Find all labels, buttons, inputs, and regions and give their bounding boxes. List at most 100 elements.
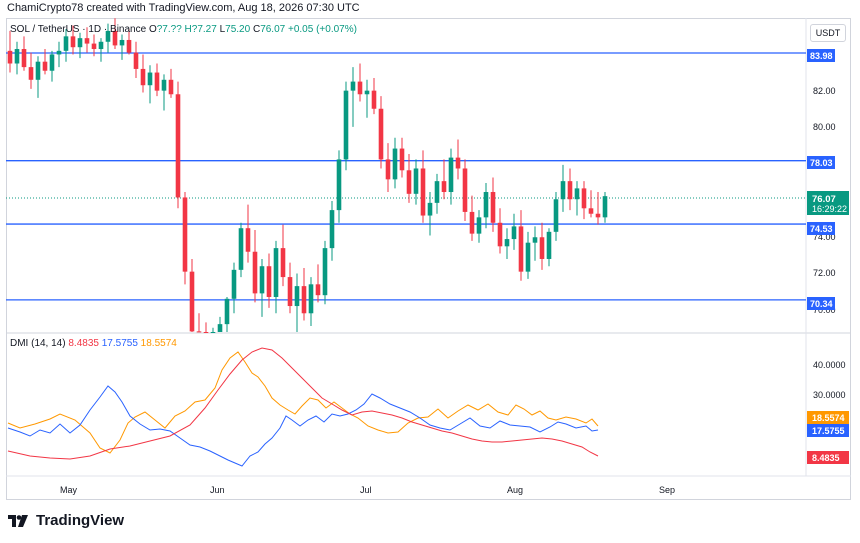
dmi-adx-badge-label: 8.4835 xyxy=(812,453,840,463)
candle-down xyxy=(455,157,461,169)
currency-button[interactable]: USDT xyxy=(810,24,846,42)
candle-up xyxy=(77,38,83,48)
candle-down xyxy=(469,211,475,234)
candle-down xyxy=(581,188,587,209)
candle-up xyxy=(147,72,153,86)
ohlc-change: +0.05 (+0.07%) xyxy=(288,24,357,35)
candle-up xyxy=(602,196,608,218)
candle-up xyxy=(413,168,419,194)
candle-down xyxy=(490,192,496,223)
dmi-adx-value: 8.4835 xyxy=(68,338,99,349)
candle-down xyxy=(112,30,118,46)
candle-up xyxy=(532,237,538,243)
candle-down xyxy=(42,61,48,71)
level-badge-label: 74.53 xyxy=(810,224,833,234)
candle-down xyxy=(378,108,384,160)
candle-up xyxy=(511,226,517,240)
candle-up xyxy=(427,202,433,216)
candle-down xyxy=(357,81,363,95)
dmi-axis: 40.0000 30.0000 xyxy=(813,360,846,400)
candlestick-series xyxy=(7,18,608,333)
last-price-badge xyxy=(807,191,849,215)
dmi-plus-di-value: 17.5755 xyxy=(101,338,138,349)
candle-up xyxy=(434,181,440,203)
dmi-minus-di-line xyxy=(7,351,599,454)
time-tick: Sep xyxy=(659,485,675,495)
last-price-value: 76.07 xyxy=(812,194,836,205)
watermark-header: ChamiCrypto78 created with TradingView.c… xyxy=(7,2,360,14)
candle-down xyxy=(245,228,251,252)
level-badges: 83.98 78.03 74.53 70.34 xyxy=(807,49,835,310)
chart-frame[interactable] xyxy=(6,18,851,500)
tradingview-logo[interactable]: TradingView xyxy=(8,512,124,529)
ohlc-partial-values: ?7.?? H?7.27 xyxy=(156,24,217,35)
tradingview-logo-icon xyxy=(8,514,28,527)
dmi-title: DMI (14, 14) xyxy=(10,338,66,349)
dmi-legend[interactable]: DMI (14, 14) 8.4835 17.5755 18.5574 xyxy=(10,338,177,349)
candle-up xyxy=(119,39,125,46)
symbol-legend[interactable]: SOL / TetherUS · 1D · Binance O?7.?? H?7… xyxy=(10,24,357,35)
candle-up xyxy=(483,192,489,218)
candle-up xyxy=(308,284,314,314)
price-tick: 82.00 xyxy=(813,86,836,96)
candle-up xyxy=(259,266,265,294)
candle-up xyxy=(364,90,370,95)
candle-down xyxy=(399,148,405,171)
candle-down xyxy=(420,168,426,216)
candle-down xyxy=(21,49,27,68)
candle-up xyxy=(56,50,62,55)
candle-down xyxy=(140,68,146,86)
dmi-adx-badge xyxy=(807,451,849,464)
candle-up xyxy=(273,248,279,297)
candle-down xyxy=(133,52,139,69)
candle-down xyxy=(567,181,573,200)
dmi-minus-di-value: 18.5574 xyxy=(140,338,177,349)
candle-up xyxy=(224,298,230,325)
candle-down xyxy=(252,251,258,294)
dmi-lines xyxy=(7,347,599,467)
dmi-minus-di-badge xyxy=(807,411,849,424)
ohlc-open-label: O xyxy=(148,24,157,35)
candle-up xyxy=(574,188,580,200)
candle-down xyxy=(441,181,447,193)
candle-up xyxy=(210,332,216,333)
candle-up xyxy=(49,54,55,71)
level-badge xyxy=(807,156,835,169)
candle-down xyxy=(28,67,34,80)
candle-up xyxy=(392,148,398,180)
candle-up xyxy=(525,242,531,272)
candle-down xyxy=(462,168,468,212)
candle-down xyxy=(497,222,503,247)
candle-up xyxy=(504,239,510,247)
dmi-adx-line xyxy=(7,347,599,460)
candle-up xyxy=(350,81,356,91)
last-price-countdown: 16:29:22 xyxy=(812,204,847,214)
support-resistance-levels xyxy=(6,52,806,301)
price-tick: 74.00 xyxy=(813,232,836,242)
candle-up xyxy=(231,269,237,299)
candle-down xyxy=(84,38,90,44)
ohlc-low-label: L xyxy=(219,24,226,35)
level-badge-label: 78.03 xyxy=(810,158,833,168)
candle-down xyxy=(126,39,132,53)
ohlc-close: 76.07 xyxy=(260,24,286,35)
dmi-tick: 30.0000 xyxy=(813,390,846,400)
dmi-tick: 40.0000 xyxy=(813,360,846,370)
candle-up xyxy=(217,324,223,332)
candle-down xyxy=(189,271,195,332)
candle-up xyxy=(546,231,552,259)
candle-down xyxy=(266,266,272,297)
candle-down xyxy=(175,94,181,198)
candle-up xyxy=(161,79,167,91)
candle-up xyxy=(63,36,69,51)
level-badge xyxy=(807,49,835,62)
candle-up xyxy=(553,199,559,232)
level-badge-label: 70.34 xyxy=(810,299,833,309)
level-badge xyxy=(807,222,835,235)
time-tick: Jun xyxy=(210,485,225,495)
candle-down xyxy=(385,159,391,180)
candle-up xyxy=(448,157,454,193)
candle-down xyxy=(371,90,377,109)
level-badge-label: 83.98 xyxy=(810,51,833,61)
